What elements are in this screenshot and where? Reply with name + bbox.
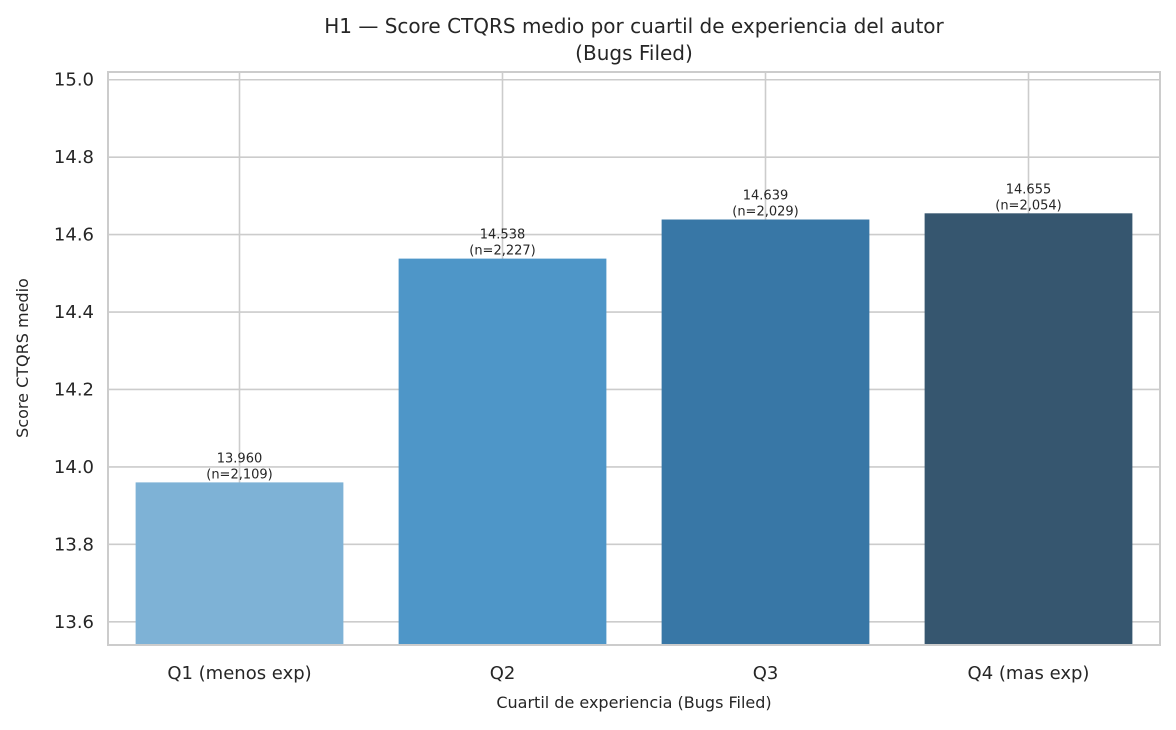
plot-frame: [107, 71, 1161, 646]
bar-value-label: 13.960: [217, 451, 263, 466]
bar-value-label: 14.538: [480, 228, 526, 243]
bar: [924, 213, 1133, 645]
data-labels: 13.960(n=2,109)14.538(n=2,227)14.639(n=2…: [206, 182, 1062, 482]
x-axis-label: Cuartil de experiencia (Bugs Filed): [496, 693, 771, 712]
y-tick-label: 14.6: [54, 225, 94, 246]
x-tick-label: Q1 (menos exp): [167, 663, 311, 684]
bar-count-label: (n=2,029): [732, 205, 799, 220]
chart-subtitle: (Bugs Filed): [575, 41, 693, 65]
bars: [135, 213, 1133, 645]
y-tick-label: 14.4: [54, 302, 94, 323]
y-axis-ticks: 13.6 13.8 14.0 14.2 14.4 14.6 14.8 15.0: [54, 70, 94, 633]
y-tick-label: 14.8: [54, 147, 94, 168]
bar: [398, 258, 607, 645]
y-tick-label: 14.0: [54, 457, 94, 478]
bar-count-label: (n=2,227): [469, 244, 536, 259]
x-tick-label: Q3: [753, 663, 779, 684]
y-tick-label: 15.0: [54, 70, 94, 91]
y-tick-label: 13.8: [54, 534, 94, 555]
x-tick-label: Q2: [490, 663, 516, 684]
y-tick-label: 14.2: [54, 379, 94, 400]
x-tick-label: Q4 (mas exp): [968, 663, 1090, 684]
x-axis-ticks: Q1 (menos exp) Q2 Q3 Q4 (mas exp): [167, 663, 1089, 684]
bar: [661, 219, 870, 645]
bar: [135, 482, 344, 645]
bar-value-label: 14.655: [1006, 182, 1052, 197]
bar-count-label: (n=2,109): [206, 467, 273, 482]
chart-title: H1 — Score CTQRS medio por cuartil de ex…: [324, 14, 944, 38]
y-axis-label: Score CTQRS medio: [13, 278, 32, 438]
y-tick-label: 13.6: [54, 612, 94, 633]
bar-count-label: (n=2,054): [995, 198, 1062, 213]
bar-value-label: 14.639: [743, 189, 789, 204]
